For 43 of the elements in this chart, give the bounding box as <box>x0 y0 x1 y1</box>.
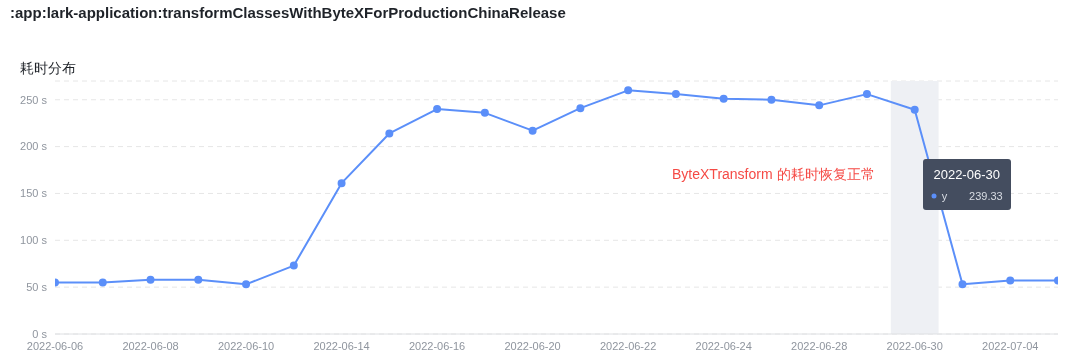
point <box>242 280 251 289</box>
point <box>98 278 107 287</box>
point <box>1006 276 1015 285</box>
point <box>719 94 728 103</box>
chart-title: :app:lark-application:transformClassesWithByteXForProductionChinaRelease <box>10 4 566 21</box>
y-tick-label: 50 s <box>26 281 48 294</box>
x-tick-label: 2022-07-04 <box>982 339 1039 352</box>
x-tick-label: 2022-06-14 <box>313 339 370 352</box>
x-tick-label: 2022-06-24 <box>695 339 752 352</box>
x-tick-label: 2022-06-22 <box>600 339 657 352</box>
point <box>194 275 203 284</box>
point <box>337 179 346 188</box>
y-tick-label: 200 s <box>20 140 48 153</box>
point <box>862 90 871 99</box>
y-tick-label: 250 s <box>20 93 48 106</box>
point <box>146 275 155 284</box>
x-tick-label: 2022-06-16 <box>408 339 466 352</box>
point <box>480 108 489 117</box>
x-tick-label: 2022-06-06 <box>26 339 84 352</box>
point <box>671 90 680 99</box>
y-axis-title: 耗时分布 <box>20 60 76 78</box>
category-label: 2022-06-30 <box>933 167 1000 182</box>
x-tick-label: 2022-06-10 <box>217 339 275 352</box>
point <box>576 104 585 113</box>
y-tick-label: 100 s <box>20 234 48 247</box>
annotation: 239.33 <box>969 190 1003 202</box>
point <box>528 126 537 135</box>
x-tick-label: 2022-06-30 <box>886 339 943 352</box>
series-label: y <box>941 190 948 202</box>
y-tick-label: 150 s <box>20 187 48 200</box>
point <box>289 261 298 270</box>
x-tick-label: 2022-06-20 <box>504 339 561 352</box>
point <box>385 129 394 138</box>
point <box>767 95 776 104</box>
y-tick-label: 0 s <box>32 327 48 340</box>
point <box>815 101 824 110</box>
annotation: ByteXTransform 的耗时恢复正常 <box>672 166 875 184</box>
point <box>910 105 919 114</box>
x-tick-label: 2022-06-08 <box>122 339 179 352</box>
point <box>958 280 967 289</box>
x-tick-label: 2022-06-28 <box>791 339 848 352</box>
point <box>624 86 633 95</box>
point <box>433 105 442 114</box>
